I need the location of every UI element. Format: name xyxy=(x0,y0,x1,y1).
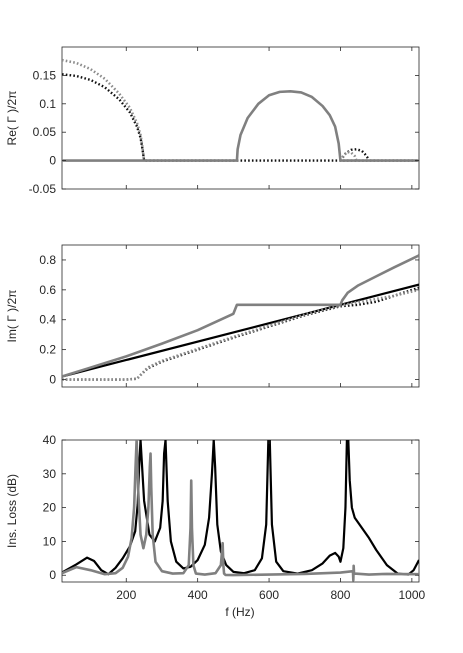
y-tick-label: 10 xyxy=(43,534,57,548)
series-black-dotted-line xyxy=(62,286,419,381)
series-gray-solid-line xyxy=(62,440,419,582)
series-black-solid-line xyxy=(62,283,419,378)
y-tick-label: -0.05 xyxy=(29,182,57,196)
y-tick-label: 0.05 xyxy=(33,125,57,139)
y-tick-label: 0.2 xyxy=(39,343,56,357)
y-tick-label: 0.15 xyxy=(33,68,57,82)
y-tick-label: 0 xyxy=(49,568,56,582)
series-black-dotted-line xyxy=(62,73,419,162)
series-gray-dotted-line xyxy=(62,288,419,381)
series-layer xyxy=(62,58,419,162)
y-tick-label: 20 xyxy=(43,501,57,515)
y-tick-layer: 40 30 20 10 0 xyxy=(43,433,57,582)
series-black-dotted-line xyxy=(339,148,371,162)
panel-insertion-loss: 40 30 20 10 0 200 400 600 800 1000 Ins. … xyxy=(5,433,426,619)
x-tick-label: 200 xyxy=(116,588,136,602)
x-axis-label: f (Hz) xyxy=(225,605,254,619)
y-axis-label: Ins. Loss (dB) xyxy=(5,474,19,548)
series-layer xyxy=(62,254,419,381)
series-layer xyxy=(62,440,419,582)
y-tick-label: 0.6 xyxy=(39,283,56,297)
y-tick-layer: 0.8 0.6 0.4 0.2 0 xyxy=(39,253,56,387)
series-gray-solid-line xyxy=(62,90,419,162)
y-tick-label: 0.4 xyxy=(39,313,56,327)
y-tick-label: 0.1 xyxy=(39,97,56,111)
y-axis-label: Im( Γ )/2π xyxy=(5,290,19,343)
y-tick-label: 0.8 xyxy=(39,253,56,267)
y-tick-label: 30 xyxy=(43,467,57,481)
y-tick-label: 0 xyxy=(49,154,56,168)
plot-frame xyxy=(61,244,420,388)
x-tick-label: 600 xyxy=(259,588,279,602)
plot-frame xyxy=(61,439,420,583)
y-tick-label: 0 xyxy=(49,373,56,387)
x-tick-label: 800 xyxy=(330,588,350,602)
panel-im-gamma: 0.8 0.6 0.4 0.2 0 Im( Γ )/2π xyxy=(5,244,420,388)
x-tick-layer: 200 400 600 800 1000 xyxy=(116,588,425,602)
y-axis-label: Re( Γ )/2π xyxy=(5,91,19,146)
series-gray-dotted-line xyxy=(62,58,146,161)
series-black-solid-line xyxy=(62,440,419,576)
x-tick-label: 1000 xyxy=(399,588,426,602)
panel-re-gamma: 0.15 0.1 0.05 0 -0.05 Re( Γ )/2π xyxy=(5,46,420,196)
series-gray-solid-line xyxy=(62,254,419,378)
y-tick-layer: 0.15 0.1 0.05 0 -0.05 xyxy=(29,68,57,196)
x-tick-label: 400 xyxy=(188,588,208,602)
y-tick-label: 40 xyxy=(43,433,57,447)
plot-frame xyxy=(61,46,420,190)
